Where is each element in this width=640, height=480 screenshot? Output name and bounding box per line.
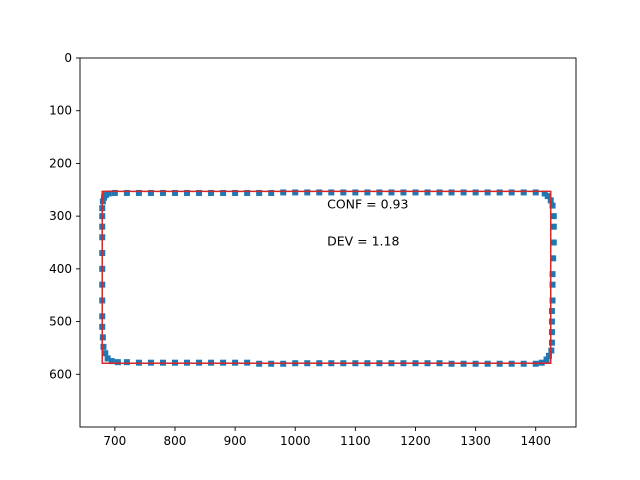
data-point xyxy=(550,213,557,220)
data-point xyxy=(147,189,154,196)
data-point xyxy=(196,189,203,196)
y-tick-label: 500 xyxy=(49,315,72,329)
x-tick-label: 1000 xyxy=(280,434,311,448)
y-tick-label: 300 xyxy=(49,209,72,223)
y-tick-label: 0 xyxy=(64,51,72,65)
data-point xyxy=(244,189,251,196)
data-point xyxy=(496,189,503,196)
y-tick-label: 200 xyxy=(49,156,72,170)
y-axis: 0 100 200 300 400 500 600 xyxy=(49,51,80,381)
x-tick-label: 1100 xyxy=(340,434,371,448)
data-point xyxy=(550,223,557,230)
data-point xyxy=(328,189,335,196)
data-point xyxy=(102,192,109,199)
y-tick-label: 400 xyxy=(49,262,72,276)
annotation-text: DEV = 1.18 xyxy=(327,233,399,248)
data-point xyxy=(388,189,395,196)
data-point xyxy=(159,189,166,196)
data-point xyxy=(111,189,118,196)
data-point xyxy=(232,189,239,196)
data-point xyxy=(220,189,227,196)
x-tick-label: 1400 xyxy=(520,434,551,448)
data-point xyxy=(208,189,215,196)
plot-frame xyxy=(79,57,577,428)
data-point xyxy=(412,189,419,196)
data-point xyxy=(316,189,323,196)
data-point xyxy=(123,359,130,366)
data-point xyxy=(532,189,539,196)
data-point xyxy=(548,329,555,336)
y-tick-label: 100 xyxy=(49,104,72,118)
data-point xyxy=(548,318,555,325)
data-point xyxy=(352,189,359,196)
annotation-text: CONF = 0.93 xyxy=(327,197,408,212)
data-point xyxy=(548,339,555,346)
data-point xyxy=(304,189,311,196)
data-point xyxy=(108,358,115,365)
data-point xyxy=(100,343,107,350)
x-tick-label: 900 xyxy=(224,434,247,448)
data-point xyxy=(550,239,557,246)
data-point xyxy=(548,308,555,315)
y-tick-label: 600 xyxy=(49,367,72,381)
data-point xyxy=(400,189,407,196)
data-point xyxy=(544,193,551,200)
data-point xyxy=(340,189,347,196)
data-point xyxy=(549,202,556,209)
x-tick-label: 700 xyxy=(103,434,126,448)
data-point xyxy=(171,189,178,196)
x-tick-label: 1300 xyxy=(460,434,491,448)
data-point xyxy=(549,271,556,278)
data-point xyxy=(102,350,109,357)
bounding-box xyxy=(101,190,552,364)
data-point xyxy=(545,352,552,359)
data-point xyxy=(549,281,556,288)
data-point xyxy=(484,189,491,196)
data-point xyxy=(436,189,443,196)
data-point xyxy=(550,255,557,262)
data-point xyxy=(104,355,111,362)
data-point xyxy=(135,189,142,196)
data-point xyxy=(508,189,515,196)
x-tick-label: 800 xyxy=(164,434,187,448)
data-point xyxy=(268,189,275,196)
data-point xyxy=(292,189,299,196)
x-axis: 700 800 900 1000 1100 1200 1300 1400 xyxy=(103,427,551,448)
data-point xyxy=(460,189,467,196)
data-point xyxy=(364,189,371,196)
annotations: CONF = 0.93 DEV = 1.18 xyxy=(327,197,408,249)
data-point xyxy=(543,356,550,363)
data-point xyxy=(280,189,287,196)
data-point xyxy=(549,297,556,304)
data-point xyxy=(424,189,431,196)
data-point xyxy=(472,189,479,196)
data-point xyxy=(105,190,112,197)
data-point xyxy=(520,189,527,196)
data-point xyxy=(123,189,130,196)
data-point xyxy=(448,189,455,196)
data-point xyxy=(184,189,191,196)
data-point xyxy=(376,189,383,196)
x-tick-label: 1200 xyxy=(400,434,431,448)
data-point xyxy=(256,189,263,196)
data-point xyxy=(114,359,121,366)
